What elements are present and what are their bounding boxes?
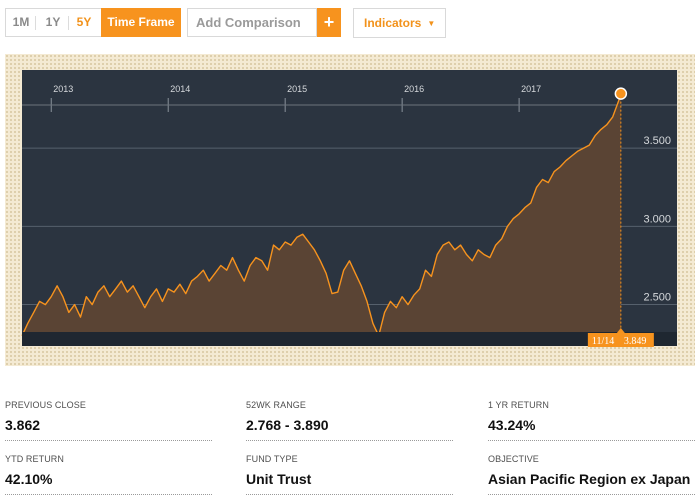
x-tick-label: 2015 (287, 84, 307, 94)
y-tick-label: 3.500 (643, 135, 671, 147)
range-5y-button[interactable]: 5Y (76, 15, 92, 29)
y-tick-label: 3.000 (643, 213, 671, 225)
stat-divider (246, 494, 453, 495)
value-badge (587, 333, 654, 347)
stat-value: 3.862 (5, 417, 41, 433)
stat-label: 52WK RANGE (246, 400, 307, 410)
stat-value: 42.10% (5, 471, 53, 487)
stat-1yr-return: 1 YR RETURN 43.24% (488, 400, 695, 441)
range-separator (68, 16, 69, 30)
caret-down-icon: ▼ (427, 19, 436, 28)
series-area (22, 93, 621, 336)
stat-previous-close: PREVIOUS CLOSE 3.862 (5, 400, 212, 441)
x-tick-label: 2013 (53, 84, 73, 94)
series-line (21, 93, 622, 337)
add-comparison-button[interactable]: + (317, 8, 341, 37)
last-point-marker (614, 87, 628, 100)
y-tick-label: 2.500 (643, 292, 671, 304)
stat-label: 1 YR RETURN (488, 400, 549, 410)
add-comparison-input[interactable] (187, 8, 317, 37)
range-separator (35, 16, 36, 30)
stat-label: YTD RETURN (5, 454, 64, 464)
x-tick-label: 2016 (404, 84, 424, 94)
stat-ytd-return: YTD RETURN 42.10% (5, 454, 212, 495)
indicators-label: Indicators (364, 16, 422, 30)
x-tick-label: 2014 (170, 84, 190, 94)
badge-pointer (616, 328, 625, 333)
range-1y-button[interactable]: 1Y (45, 15, 61, 29)
stat-divider (5, 440, 212, 441)
chart-panel: 2013 2014 2015 2016 2017 3.500 3.000 2.500 11/14… (5, 54, 695, 366)
time-frame-button[interactable]: Time Frame (101, 8, 181, 37)
range-selector: 1M 1Y 5Y Time Frame (5, 8, 181, 37)
indicators-dropdown[interactable]: Indicators ▼ (353, 8, 446, 38)
time-axis-bar (22, 332, 677, 346)
badge-date: 11/14 (592, 336, 614, 347)
x-tick-label: 2017 (521, 84, 541, 94)
stat-value: 43.24% (488, 417, 536, 433)
stat-value: 2.768 - 3.890 (246, 417, 329, 433)
plus-icon: + (323, 12, 335, 32)
stat-objective: OBJECTIVE Asian Pacific Region ex Japan (488, 454, 695, 495)
price-chart: 2013 2014 2015 2016 2017 3.500 3.000 2.500 11/14… (21, 70, 677, 347)
stat-value: Unit Trust (246, 471, 312, 487)
badge-value: 3.849 (624, 336, 647, 347)
stat-fund-type: FUND TYPE Unit Trust (246, 454, 453, 495)
stat-divider (488, 440, 695, 441)
stat-divider (488, 494, 695, 495)
range-1m-button[interactable]: 1M (12, 15, 30, 29)
stat-divider (5, 494, 212, 495)
stat-label: FUND TYPE (246, 454, 298, 464)
stat-value: Asian Pacific Region ex Japan (488, 471, 691, 487)
stat-label: PREVIOUS CLOSE (5, 400, 86, 410)
stat-divider (246, 440, 453, 441)
stat-label: OBJECTIVE (488, 454, 539, 464)
stat-52wk-range: 52WK RANGE 2.768 - 3.890 (246, 400, 453, 441)
